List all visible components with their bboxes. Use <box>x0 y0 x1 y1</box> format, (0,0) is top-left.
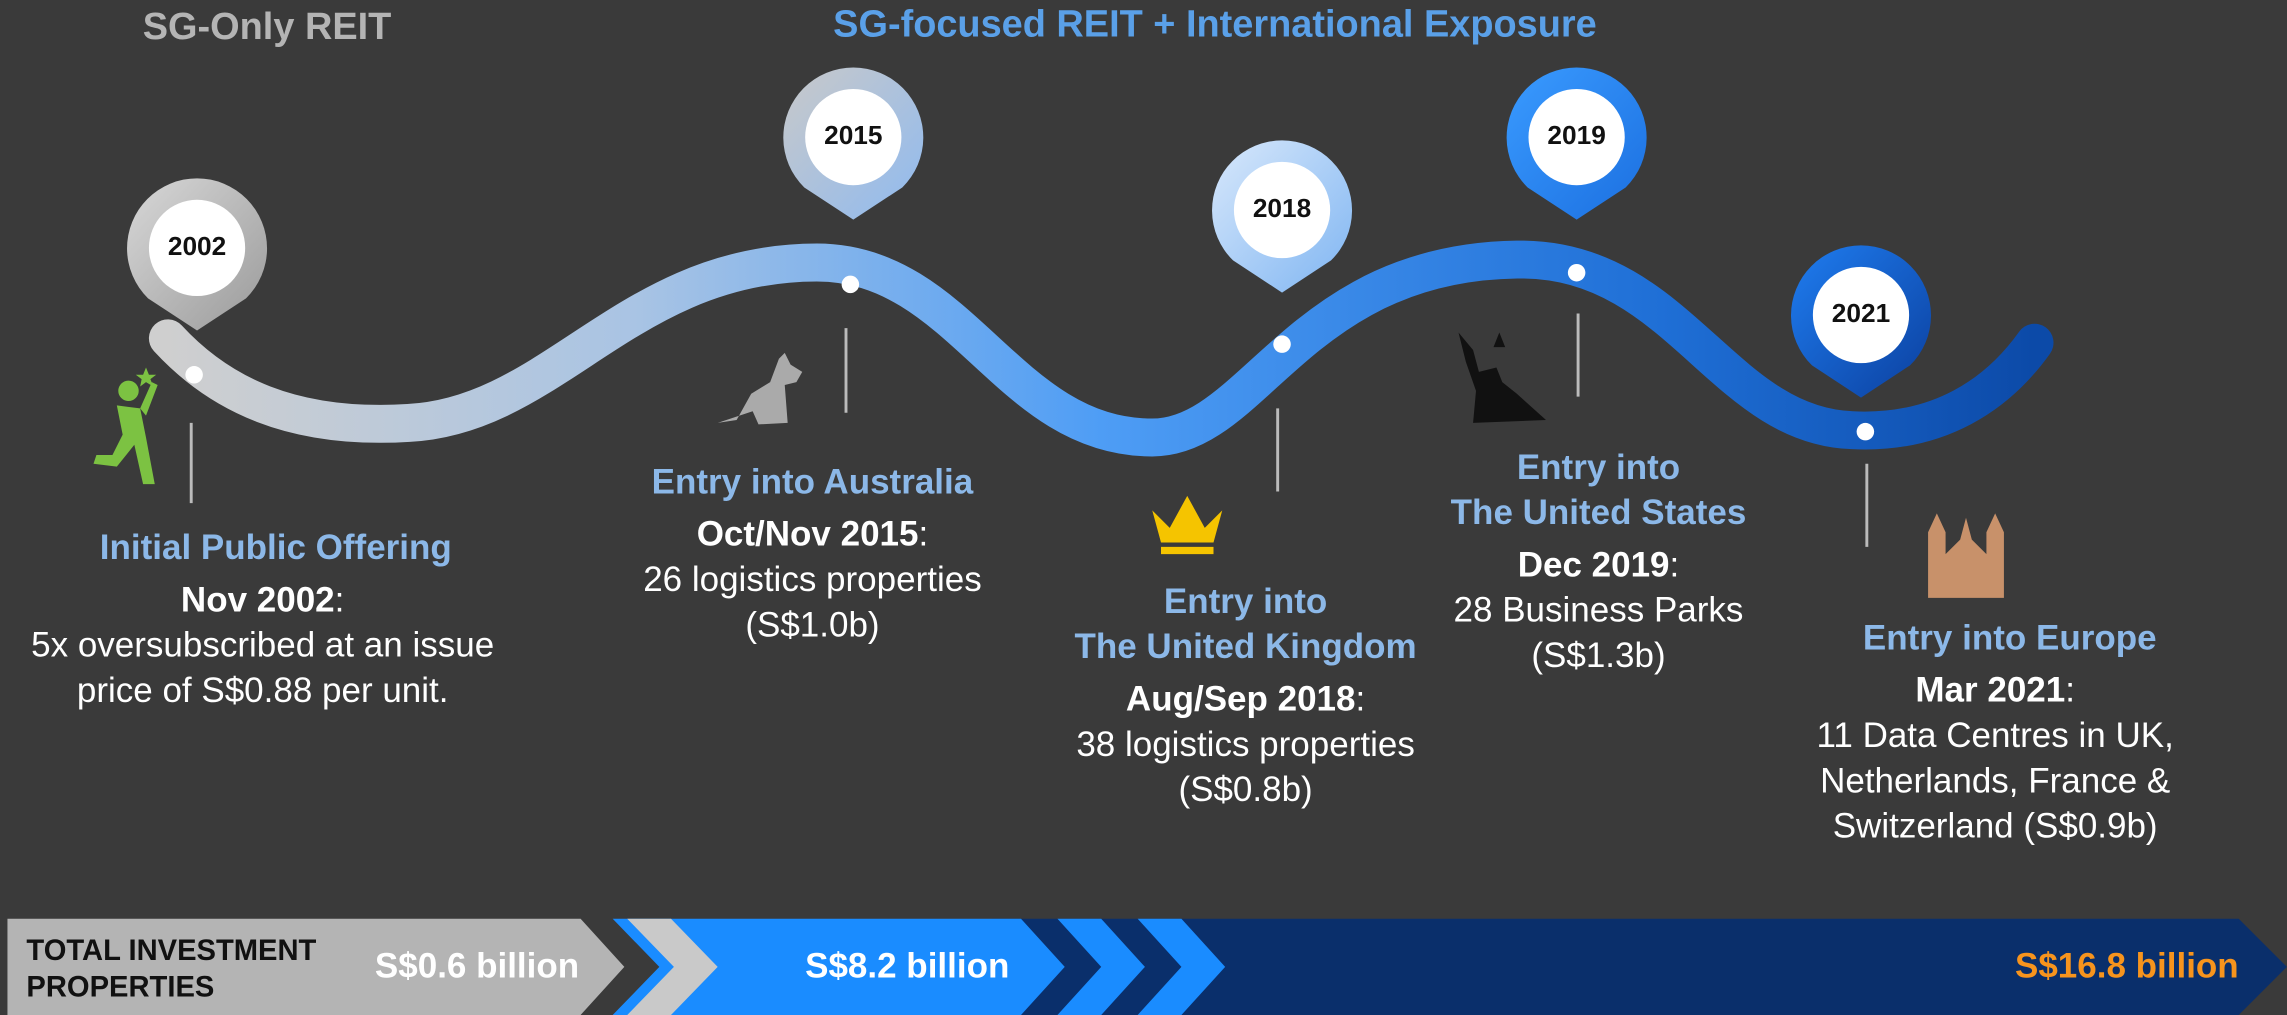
date: Aug/Sep 2018 <box>1126 680 1356 719</box>
pin-year: 2019 <box>1547 120 1605 150</box>
footer-stage: S$16.8 billion <box>2015 947 2239 986</box>
date: Oct/Nov 2015 <box>697 515 919 554</box>
pin-face <box>805 88 902 186</box>
milestone-date: Oct/Nov 2015: <box>697 515 929 554</box>
milestone-title: The United States <box>1451 493 1747 532</box>
milestone-line: Switzerland (S$0.9b) <box>1833 807 2158 846</box>
milestone-line: 5x oversubscribed at an issue <box>31 626 494 665</box>
milestone-title: Entry into <box>1164 582 1327 621</box>
date-punct: : <box>1355 680 1365 719</box>
pins: 2002 2015 2018 2019 2021 <box>127 67 1931 398</box>
milestone-line: 11 Data Centres in UK, <box>1817 716 2174 755</box>
footer-label: TOTAL INVESTMENT <box>26 935 316 967</box>
stems <box>189 313 1869 547</box>
pin-face <box>148 199 246 297</box>
icon-crown <box>1152 495 1223 555</box>
milestone-title: The United Kingdom <box>1074 627 1416 666</box>
date-punct: : <box>2065 671 2075 710</box>
footer-bar <box>7 918 2287 1015</box>
date-punct: : <box>1670 546 1680 585</box>
footer-label: PROPERTIES <box>26 971 214 1003</box>
milestone-line: 28 Business Parks <box>1454 591 1744 630</box>
pin-face <box>1233 161 1331 259</box>
milestone-title: Entry into Europe <box>1863 618 2157 657</box>
header-right: SG-focused REIT + International Exposure <box>833 3 1597 45</box>
date-punct: : <box>335 581 345 620</box>
pin-face <box>1528 88 1625 186</box>
milestone-title: Initial Public Offering <box>100 528 452 567</box>
date: Nov 2002 <box>181 581 335 620</box>
footer-stage: S$8.2 billion <box>805 947 1009 986</box>
date-punct: : <box>918 515 928 554</box>
milestone-line: (S$0.8b) <box>1178 770 1312 809</box>
milestone-date: Mar 2021: <box>1915 671 2075 710</box>
milestone-line: 26 logistics properties <box>643 560 982 599</box>
milestone-line: price of S$0.88 per unit. <box>77 671 449 710</box>
wave-dots <box>185 263 1875 441</box>
milestone-date: Nov 2002: <box>181 581 344 620</box>
pin-year: 2015 <box>824 120 882 150</box>
pin-face <box>1812 266 1910 364</box>
icon-liberty <box>1458 332 1546 423</box>
icon-person <box>93 367 158 485</box>
pin-year: 2021 <box>1832 298 1890 328</box>
header-left: SG-Only REIT <box>143 6 392 48</box>
date: Mar 2021 <box>1915 671 2065 710</box>
milestone-line: Netherlands, France & <box>1820 761 2170 800</box>
milestone-line: 38 logistics properties <box>1076 725 1414 764</box>
milestone-title: Entry into Australia <box>652 462 974 501</box>
icon-cathedral <box>1928 513 2004 598</box>
milestone-line: (S$1.0b) <box>745 605 879 644</box>
pin-year: 2002 <box>168 231 226 261</box>
milestone-line: (S$1.3b) <box>1531 636 1665 675</box>
milestone-date: Aug/Sep 2018: <box>1126 680 1365 719</box>
milestone-texts: Initial Public Offering Nov 2002: 5x overs… <box>31 448 2174 846</box>
milestone-date: Dec 2019: <box>1518 546 1680 585</box>
timeline-wave <box>148 240 2054 457</box>
footer-stage: S$0.6 billion <box>375 947 579 986</box>
icon-kangaroo <box>717 352 803 425</box>
date: Dec 2019 <box>1518 546 1670 585</box>
pin-year: 2018 <box>1253 193 1311 223</box>
milestone-title: Entry into <box>1517 448 1680 487</box>
